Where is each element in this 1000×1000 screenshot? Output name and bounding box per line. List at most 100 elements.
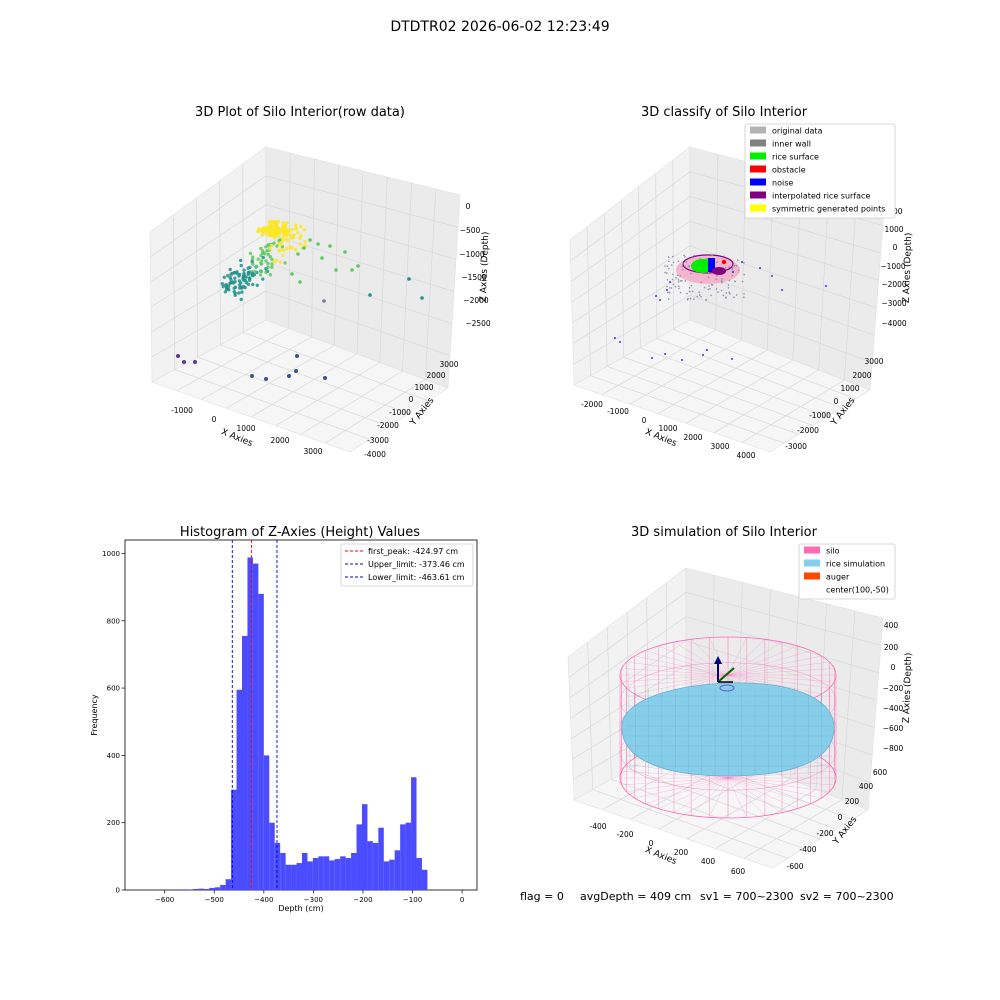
legend-label: Lower_limit: -463.61 cm — [368, 573, 465, 582]
data-point — [686, 292, 688, 295]
plot-area — [124, 539, 478, 891]
data-point — [255, 283, 259, 287]
data-point — [672, 283, 675, 286]
silo-spoke — [727, 645, 798, 676]
data-point — [290, 272, 294, 276]
y-tick-label: 2000 — [852, 371, 871, 380]
data-point — [669, 287, 671, 289]
data-point — [237, 283, 242, 287]
silo-spoke — [727, 777, 835, 786]
data-point — [248, 278, 252, 282]
x-tick-label: −500 — [205, 896, 224, 904]
y-tick-label: -3000 — [785, 442, 807, 451]
y-tick-label: 600 — [107, 685, 120, 693]
noise-point — [702, 354, 704, 356]
data-point — [260, 228, 265, 233]
y-tick-label: -400 — [799, 845, 816, 854]
z-tick-label: 200 — [884, 643, 899, 652]
y-tick-label: 800 — [107, 617, 120, 625]
histogram-bar — [220, 884, 226, 890]
data-point — [720, 289, 723, 292]
data-point — [715, 278, 718, 281]
legend-label: center(100,-50) — [826, 586, 889, 595]
data-point — [248, 251, 253, 256]
y-tick-label: 3000 — [864, 357, 883, 366]
gridline — [300, 370, 403, 435]
data-point — [707, 276, 710, 279]
x-tick-label: 0 — [649, 839, 654, 848]
arrow-y — [717, 667, 735, 683]
data-point — [737, 259, 739, 261]
gridline — [841, 610, 856, 800]
data-point — [693, 298, 695, 300]
data-point — [666, 285, 668, 288]
gridline — [673, 328, 856, 400]
histogram-bar — [383, 861, 390, 890]
sv2-text: sv2 = 700~2300 — [800, 890, 894, 903]
center-marker — [719, 684, 735, 692]
data-point — [708, 285, 710, 287]
data-point — [278, 241, 282, 245]
gridline — [568, 591, 881, 678]
data-point — [672, 261, 675, 264]
legend-swatch — [804, 559, 820, 567]
x-tick-label: −100 — [403, 896, 422, 904]
data-point — [281, 253, 285, 257]
data-point — [700, 296, 702, 298]
data-point — [278, 248, 283, 252]
data-point — [666, 279, 669, 281]
histogram-bar — [225, 879, 232, 890]
data-point — [716, 261, 718, 264]
gridline — [658, 768, 765, 830]
z-axis-label: Z Axies (Depth) — [902, 233, 914, 304]
x-tick-label: 2000 — [270, 436, 289, 445]
y-tick-label: 0 — [834, 397, 839, 406]
chart-title: 3D Plot of Silo Interior(row data) — [195, 105, 405, 120]
histogram-bar — [400, 824, 406, 891]
data-point — [681, 280, 683, 282]
data-point — [721, 278, 723, 280]
y-tick-label: -2000 — [797, 426, 819, 435]
histogram-bar — [416, 858, 422, 890]
silo-spoke — [634, 777, 729, 799]
noise-point — [681, 359, 683, 361]
silo-spoke — [727, 777, 830, 792]
data-point — [295, 354, 299, 358]
data-point — [664, 271, 666, 274]
data-point — [696, 295, 698, 298]
gridline — [150, 204, 457, 283]
data-point — [677, 279, 680, 281]
gridline — [629, 339, 742, 405]
silo-spoke — [727, 641, 783, 676]
data-point — [303, 240, 307, 244]
data-point — [293, 248, 298, 252]
data-point — [299, 234, 303, 238]
data-point — [677, 260, 680, 263]
data-point — [264, 259, 268, 263]
data-point — [259, 259, 264, 263]
data-point — [293, 223, 298, 227]
data-point — [684, 265, 686, 268]
data-point — [280, 228, 285, 233]
gridline — [685, 359, 794, 424]
gridline — [638, 186, 641, 348]
z-tick-label: 0 — [466, 202, 471, 211]
z-tick-label: −500 — [460, 226, 481, 235]
data-point — [710, 294, 712, 297]
y-tick-label: 400 — [859, 782, 874, 791]
gridline — [592, 789, 789, 859]
y-tick-label: -4000 — [364, 450, 386, 459]
z-tick-label: −200 — [883, 684, 904, 693]
data-point — [261, 255, 265, 260]
z-tick-label: −2000 — [881, 280, 907, 289]
gridline — [843, 190, 858, 381]
data-point — [705, 257, 708, 260]
data-point — [334, 268, 338, 272]
gridline — [150, 175, 459, 258]
histogram-bar — [214, 887, 221, 890]
data-point — [267, 219, 272, 224]
data-point — [684, 280, 687, 282]
noise-point — [771, 275, 773, 277]
x-tick-label: -2000 — [581, 400, 603, 409]
x-tick-label: 1000 — [236, 424, 255, 433]
